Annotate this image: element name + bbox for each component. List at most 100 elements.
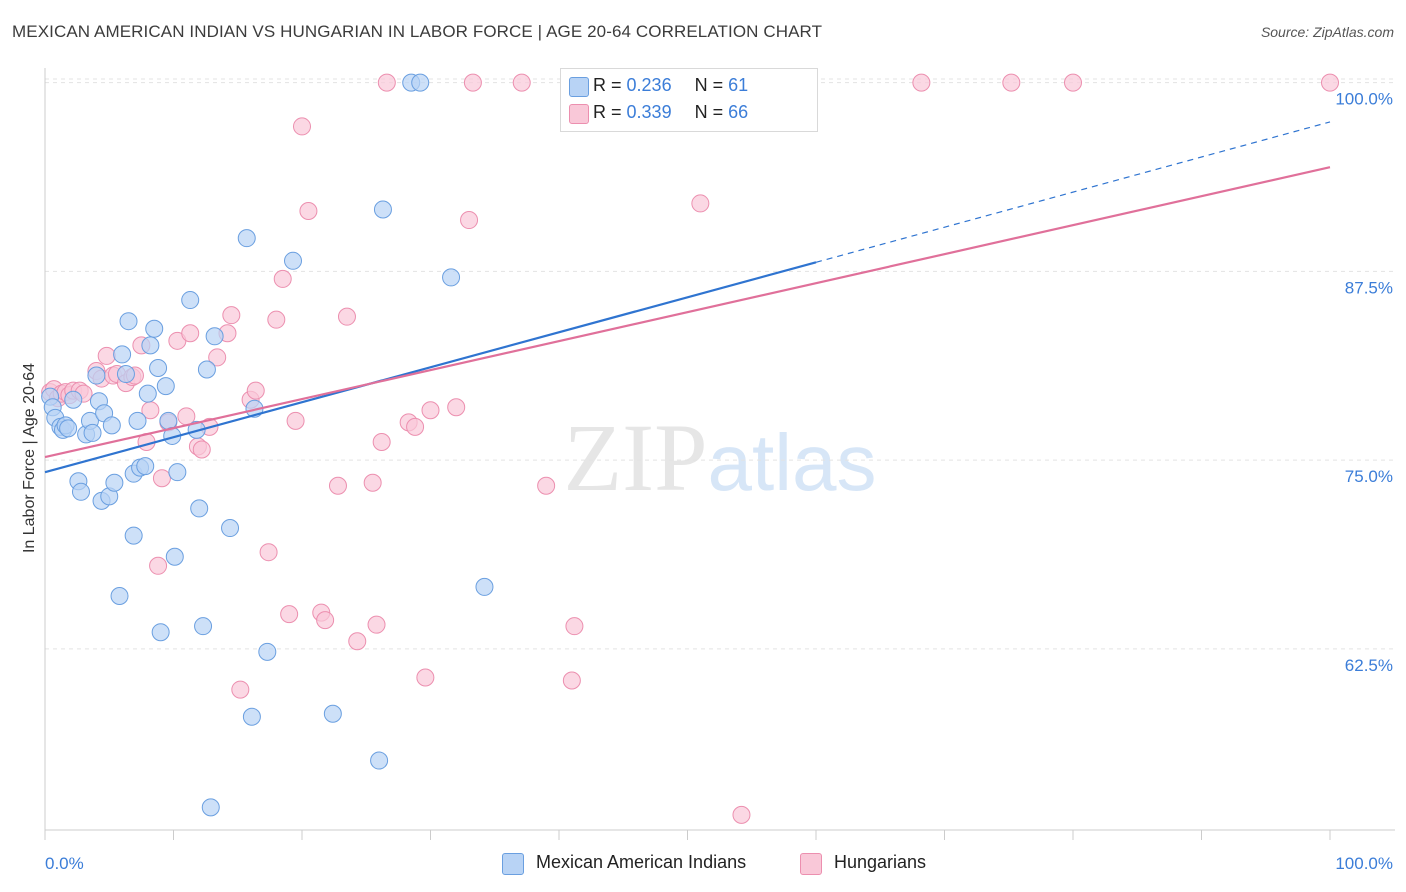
pink-point: [149, 556, 168, 575]
n-value: 61: [728, 75, 749, 95]
r-value: 0.339: [626, 102, 672, 122]
blue-point: [370, 751, 389, 770]
pink-point: [337, 307, 356, 326]
pink-point: [273, 269, 292, 288]
pink-point: [267, 310, 286, 329]
pink-point: [512, 73, 531, 92]
pink-point: [367, 615, 386, 634]
blue-point: [197, 360, 216, 379]
pink-point: [363, 473, 382, 492]
pink-point: [152, 469, 171, 488]
blue-point: [71, 482, 90, 501]
pink-point: [463, 73, 482, 92]
blue-point: [113, 345, 132, 364]
pink-point: [192, 440, 211, 459]
pink-point: [406, 417, 425, 436]
pink-point: [293, 117, 311, 136]
blue-point: [138, 384, 157, 403]
blue-point: [475, 577, 494, 596]
blue-point: [149, 359, 168, 377]
pink-point: [732, 805, 751, 824]
legend-label: Mexican American Indians: [536, 852, 747, 872]
blue-point: [201, 798, 220, 817]
pink-point: [348, 632, 367, 651]
x-tick-label: 100.0%: [1335, 854, 1393, 873]
pink-point: [299, 201, 318, 220]
source-label: Source: ZipAtlas.com: [1260, 24, 1394, 40]
pink-point: [97, 346, 116, 365]
pink-point: [460, 211, 479, 230]
pink-point: [1002, 73, 1021, 92]
blue-swatch: [502, 853, 524, 875]
x-tick-label: 0.0%: [45, 854, 84, 873]
pink-point: [372, 432, 391, 451]
pink-point: [421, 401, 440, 420]
pink-point: [208, 348, 227, 367]
blue-point: [190, 499, 209, 518]
blue-point: [165, 547, 184, 566]
blue-point: [181, 291, 200, 310]
blue-point: [221, 519, 240, 538]
r-value: 0.236: [626, 75, 672, 95]
stats-row-blue: R = 0.236 N = 61: [569, 75, 749, 99]
blue-point: [102, 416, 121, 435]
pink-point: [259, 543, 278, 562]
blue-point: [136, 457, 155, 476]
pink-point: [286, 411, 305, 430]
r-label: R =: [593, 75, 622, 95]
blue-point: [119, 312, 138, 331]
pink-point: [1321, 73, 1339, 92]
blue-point: [205, 327, 224, 346]
y-axis-label: In Labor Force | Age 20-64: [21, 362, 38, 554]
blue-point: [87, 366, 106, 385]
blue-point: [323, 704, 342, 723]
legend-label: Hungarians: [834, 852, 927, 872]
pink-point: [231, 680, 250, 699]
chart-title: MEXICAN AMERICAN INDIAN VS HUNGARIAN IN …: [12, 22, 823, 41]
blue-point: [64, 390, 83, 409]
blue-point: [411, 73, 430, 92]
y-tick-label: 100.0%: [1335, 90, 1393, 109]
pink-point: [537, 476, 556, 495]
y-tick-label: 62.5%: [1345, 656, 1393, 675]
pink-point: [565, 617, 584, 636]
pink-point: [280, 605, 299, 624]
pink-point: [1064, 73, 1082, 92]
blue-point: [151, 623, 170, 642]
pink-swatch: [800, 853, 822, 875]
stats-legend: R = 0.236 N = 61 R = 0.339 N = 66: [560, 68, 818, 132]
n-label: N =: [694, 102, 724, 122]
stats-row-pink: R = 0.339 N = 66: [569, 102, 748, 126]
pink-point: [416, 668, 435, 687]
pink-point: [222, 306, 241, 325]
blue-point: [442, 268, 461, 287]
blue-point: [168, 463, 187, 482]
pink-point: [328, 476, 347, 495]
blue-point: [141, 336, 160, 355]
pink-point: [447, 398, 466, 417]
pink-swatch: [569, 104, 589, 124]
pink-trend-line: [44, 166, 1331, 459]
pink-point: [246, 381, 265, 400]
blue-point: [128, 411, 147, 430]
watermark: ZIPatlas: [564, 404, 877, 511]
pink-point: [316, 611, 335, 630]
pink-point: [562, 671, 581, 690]
blue-point: [156, 377, 175, 396]
blue-point: [145, 319, 164, 338]
n-label: N =: [694, 75, 724, 95]
pink-point: [912, 73, 931, 92]
blue-point: [83, 423, 102, 442]
blue-point: [110, 586, 129, 605]
y-tick-label: 75.0%: [1345, 467, 1393, 486]
y-tick-label: 87.5%: [1345, 278, 1393, 297]
blue-point: [237, 229, 256, 248]
blue-point: [124, 526, 143, 545]
blue-trend-line: [44, 261, 817, 474]
pink-point: [691, 194, 710, 213]
blue-swatch: [569, 77, 589, 97]
blue-point: [116, 365, 135, 384]
r-label: R =: [593, 102, 622, 122]
blue-point: [105, 473, 124, 492]
blue-point: [194, 617, 213, 636]
